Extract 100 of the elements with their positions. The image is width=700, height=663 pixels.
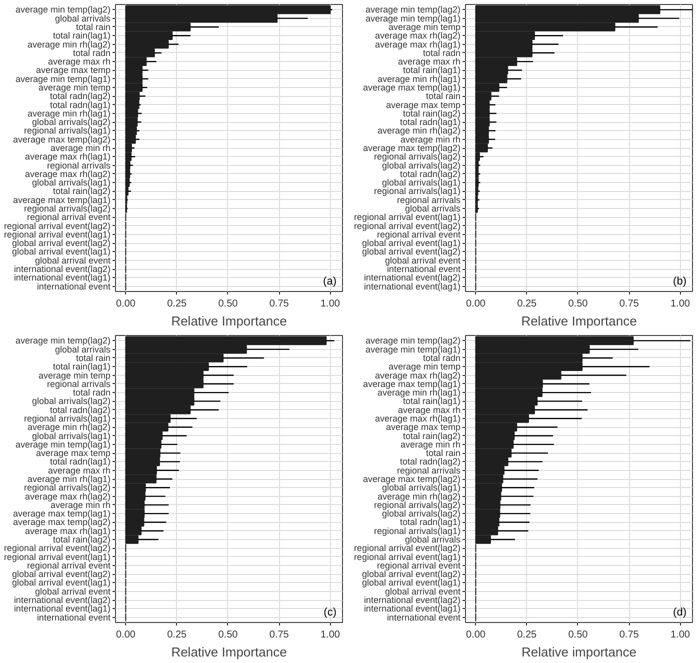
- y-tick-label: international event(lag2): [14, 264, 111, 274]
- y-tick-label: average min rh(lag1): [377, 388, 461, 398]
- y-tick-label: average min temp: [38, 370, 111, 380]
- y-tick-label: total rain: [426, 448, 461, 458]
- y-tick-label: total radn(lag1): [50, 456, 111, 467]
- y-tick-label: average max temp(lag1): [12, 508, 111, 519]
- y-tick-label: average min temp: [388, 362, 461, 372]
- y-tick-label: average min temp(lag2): [365, 336, 461, 346]
- y-tick-label: average min rh(lag2): [377, 126, 461, 136]
- y-tick-label: regional arrival event(lag2): [354, 543, 461, 554]
- y-tick-label: global arrivals(lag2): [382, 508, 461, 519]
- x-tick-label: 0.00: [466, 630, 486, 640]
- y-tick-label: average max rh(lag2): [374, 30, 461, 41]
- y-tick-label: international event(lag1): [364, 281, 461, 292]
- y-tick-label: total radn(lag2): [50, 404, 111, 415]
- y-tick-label: average max temp: [386, 422, 461, 432]
- y-tick-label: global arrivals(lag1): [382, 178, 461, 188]
- y-tick-label: global arrival event: [34, 586, 111, 596]
- y-tick-label: average max rh(lag2): [24, 491, 111, 502]
- y-tick-label: global arrival event(lag2): [12, 238, 111, 248]
- y-tick-label: global arrival event: [384, 255, 461, 266]
- y-tick-label: international event(lag2): [364, 595, 461, 606]
- y-tick-label: regional arrivals: [396, 465, 461, 476]
- y-tick-label: total radn(lag2): [400, 456, 461, 467]
- y-tick-label: average min temp(lag1): [365, 13, 461, 24]
- y-tick-label: average max temp(lag1): [12, 194, 111, 205]
- y-tick-label: regional arrival event: [26, 212, 111, 222]
- y-tick-label: global arrivals: [404, 204, 461, 214]
- x-tick-label: 0.50: [218, 298, 238, 310]
- x-axis-title: Relative Importance: [521, 314, 637, 328]
- y-tick-label: average max rh: [398, 404, 460, 415]
- y-tick-label: average min temp(lag1): [365, 344, 461, 354]
- y-tick-label: global arrival event(lag1): [362, 578, 461, 588]
- y-tick-label: regional arrivals(lag2): [374, 152, 461, 162]
- y-tick-label: average max rh(lag1): [24, 526, 111, 536]
- y-tick-label: global arrival event(lag2): [362, 569, 461, 580]
- y-tick-label: total rain(lag2): [52, 534, 111, 545]
- x-tick-label: 1.00: [320, 298, 340, 310]
- y-tick-label: average max temp: [36, 448, 111, 458]
- y-tick-label: total radn: [72, 388, 111, 398]
- y-tick-label: average min rh: [400, 134, 460, 144]
- y-tick-label: average min rh(lag1): [27, 474, 111, 484]
- x-tick-label: 0.50: [568, 630, 588, 640]
- y-tick-label: global arrival event(lag1): [12, 578, 111, 588]
- y-tick-label: average max rh: [48, 465, 110, 476]
- y-tick-label: total rain(lag1): [52, 362, 111, 372]
- y-tick-label: average max rh(lag1): [24, 152, 111, 162]
- annotation: (a): [323, 276, 337, 288]
- y-tick-label: international event(lag1): [14, 604, 111, 614]
- x-tick-label: 0.25: [517, 630, 538, 640]
- y-tick-label: international event(lag1): [364, 604, 461, 614]
- y-tick-label: average max rh(lag2): [374, 370, 461, 380]
- y-tick-label: total rain(lag1): [402, 396, 461, 406]
- y-tick-label: average min temp(lag2): [15, 336, 111, 346]
- x-tick-label: 1.00: [670, 298, 690, 310]
- y-tick-label: regional arrivals(lag2): [24, 482, 111, 493]
- x-tick-label: 1.00: [670, 630, 690, 640]
- y-tick-label: global arrivals(lag1): [32, 178, 111, 188]
- y-tick-label: average max temp(lag2): [12, 517, 111, 528]
- y-tick-label: average max rh(lag1): [374, 39, 461, 50]
- y-tick-label: average min rh(lag2): [27, 39, 111, 50]
- y-tick-label: regional arrival event(lag2): [4, 220, 111, 231]
- y-tick-label: international event: [36, 281, 111, 292]
- y-tick-label: total radn(lag1): [400, 517, 461, 528]
- y-tick-label: global arrivals: [54, 344, 111, 354]
- x-tick-label: 0.75: [619, 298, 640, 310]
- y-tick-label: total radn(lag1): [400, 117, 461, 128]
- y-tick-label: regional arrival event(lag1): [354, 212, 461, 222]
- y-tick-label: international event: [386, 264, 461, 274]
- y-tick-label: global arrivals: [404, 534, 461, 545]
- y-tick-label: regional arrivals: [396, 194, 461, 205]
- y-tick-label: average max temp: [386, 100, 461, 110]
- x-tick-label: 0.25: [517, 298, 538, 310]
- y-tick-label: average min rh: [50, 143, 110, 153]
- x-tick-label: 0.75: [269, 298, 290, 310]
- y-tick-label: average max rh: [398, 56, 460, 67]
- x-axis-title: Relative Importance: [171, 314, 287, 328]
- annotation: (d): [673, 606, 687, 618]
- y-tick-label: regional arrivals(lag2): [24, 204, 111, 214]
- y-tick-label: total rain(lag2): [402, 430, 461, 441]
- x-tick-label: 0.75: [269, 630, 290, 640]
- annotation: (c): [324, 606, 336, 618]
- y-tick-label: average min temp(lag1): [15, 74, 111, 84]
- x-tick-label: 0.25: [167, 630, 188, 640]
- y-tick-label: total rain(lag1): [52, 30, 111, 41]
- y-tick-label: international event: [36, 612, 111, 622]
- y-tick-label: global arrival event(lag1): [12, 246, 111, 257]
- y-tick-label: global arrival event(lag2): [362, 246, 461, 257]
- y-tick-label: global arrivals(lag2): [32, 396, 111, 406]
- y-tick-label: international event(lag2): [14, 595, 111, 606]
- x-tick-label: 0.00: [116, 630, 136, 640]
- x-tick-label: 1.00: [320, 630, 340, 640]
- y-tick-label: total rain(lag2): [52, 186, 111, 196]
- y-tick-label: global arrivals(lag1): [382, 482, 461, 493]
- y-tick-label: regional arrival event(lag2): [4, 543, 111, 554]
- y-tick-label: average min temp(lag2): [365, 4, 461, 15]
- y-tick-label: total radn(lag2): [50, 91, 111, 102]
- y-tick-label: global arrivals(lag2): [382, 160, 461, 170]
- y-tick-label: regional arrivals(lag1): [374, 186, 461, 196]
- y-tick-label: regional arrivals(lag1): [24, 126, 111, 136]
